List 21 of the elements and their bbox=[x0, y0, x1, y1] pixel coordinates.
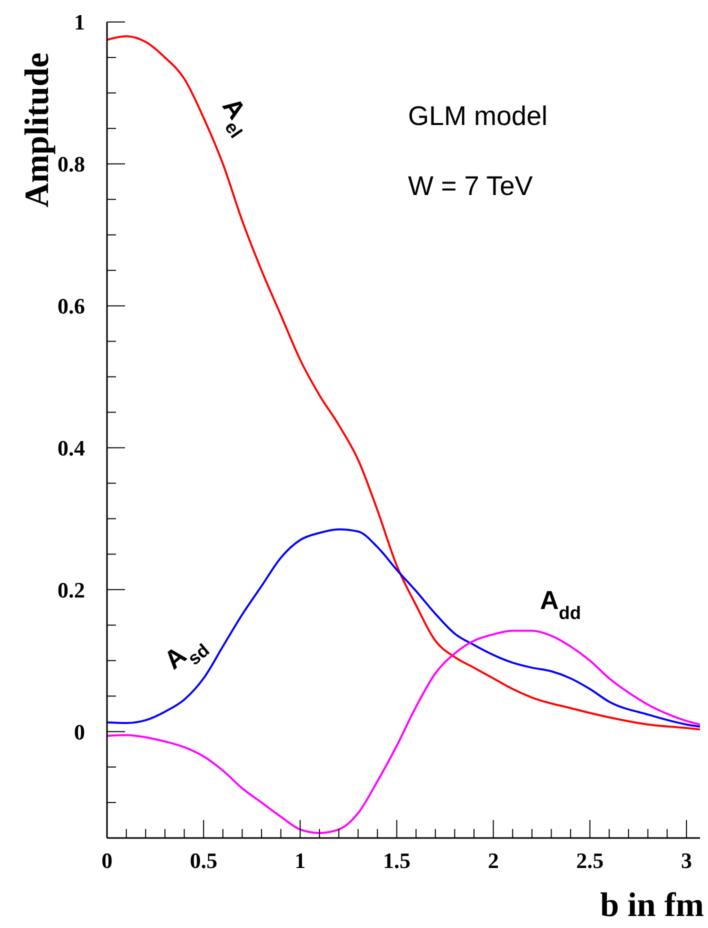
y-tick-label: 0.6 bbox=[58, 294, 85, 319]
x-axis-title: b in fm bbox=[600, 887, 704, 924]
annotation: W = 7 TeV bbox=[408, 171, 533, 201]
x-tick-label: 2.5 bbox=[576, 848, 604, 873]
x-tick-label: 3 bbox=[680, 848, 692, 873]
annotation: GLM model bbox=[408, 101, 548, 131]
x-tick-label: 1 bbox=[294, 848, 306, 873]
y-tick-label: 0.8 bbox=[58, 152, 85, 177]
y-tick-label: 1 bbox=[74, 10, 85, 35]
x-tick-label: 0.5 bbox=[190, 848, 218, 873]
y-tick-label: 0.4 bbox=[58, 435, 85, 460]
series-label: A$_{dd}$ bbox=[540, 584, 581, 623]
y-tick-label: 0 bbox=[74, 719, 85, 744]
line-series bbox=[106, 630, 701, 834]
y-axis-title: Amplitude bbox=[19, 52, 56, 208]
y-tick-label: 0.2 bbox=[58, 577, 85, 602]
x-tick-label: 0 bbox=[102, 848, 112, 873]
line-series bbox=[106, 35, 701, 730]
x-tick-label: 2 bbox=[488, 848, 499, 873]
line-series bbox=[106, 528, 701, 728]
x-tick-label: 1.5 bbox=[382, 848, 410, 873]
